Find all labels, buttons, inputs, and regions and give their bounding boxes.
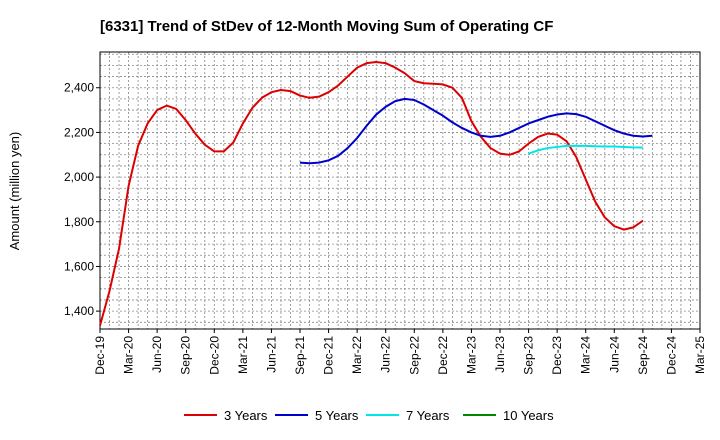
y-tick-label: 2,400 <box>64 81 94 95</box>
x-tick-label: Mar-25 <box>693 336 707 374</box>
series-line-7-years <box>528 144 643 155</box>
x-tick-label: Jun-24 <box>607 336 621 373</box>
x-tick-label: Mar-22 <box>350 336 364 374</box>
x-tick-label: Jun-21 <box>264 336 278 373</box>
legend: 3 Years 5 Years 7 Years 10 Years <box>184 408 554 423</box>
x-tick-label: Sep-20 <box>179 336 193 375</box>
x-tick-label: Mar-21 <box>236 336 250 374</box>
x-tick-label: Mar-20 <box>122 336 136 374</box>
x-tick-label: Jun-22 <box>379 336 393 373</box>
series-line-3-years <box>99 61 644 326</box>
x-tick-label: Jun-23 <box>493 336 507 373</box>
x-tick-label: Dec-21 <box>322 336 336 375</box>
x-tick-label: Dec-23 <box>550 336 564 375</box>
y-axis-label: Amount (million yen) <box>7 132 22 251</box>
y-tick-label: 1,800 <box>64 215 94 229</box>
y-tick-label: 2,000 <box>64 170 94 184</box>
x-tick-label: Mar-23 <box>464 336 478 374</box>
x-tick-label: Sep-23 <box>522 336 536 375</box>
x-tick-label: Dec-19 <box>93 336 107 375</box>
x-tick-label: Dec-24 <box>664 336 678 375</box>
legend-label: 3 Years <box>224 408 268 423</box>
series-layer <box>99 61 653 326</box>
plot-frame <box>99 51 701 330</box>
legend-label: 10 Years <box>503 408 554 423</box>
x-axis: Dec-19 Mar-20 Jun-20 Sep-20 Dec-20 Mar-21 Jun-… <box>93 329 707 375</box>
legend-label: 5 Years <box>315 408 359 423</box>
x-tick-label: Jun-20 <box>150 336 164 373</box>
x-tick-label: Sep-22 <box>407 336 421 375</box>
grid <box>100 52 700 329</box>
chart-title: [6331] Trend of StDev of 12-Month Moving… <box>100 18 553 35</box>
y-axis: 1,400 1,600 1,800 2,000 2,200 2,400 <box>64 81 100 318</box>
series-line-5-years <box>299 97 653 165</box>
x-tick-label: Mar-24 <box>579 336 593 374</box>
y-tick-label: 2,200 <box>64 125 94 139</box>
x-tick-label: Sep-21 <box>293 336 307 375</box>
legend-label: 7 Years <box>406 408 450 423</box>
x-tick-label: Sep-24 <box>636 336 650 375</box>
x-tick-label: Dec-20 <box>207 336 221 375</box>
y-tick-label: 1,600 <box>64 259 94 273</box>
x-tick-label: Dec-22 <box>436 336 450 375</box>
y-tick-label: 1,400 <box>64 304 94 318</box>
